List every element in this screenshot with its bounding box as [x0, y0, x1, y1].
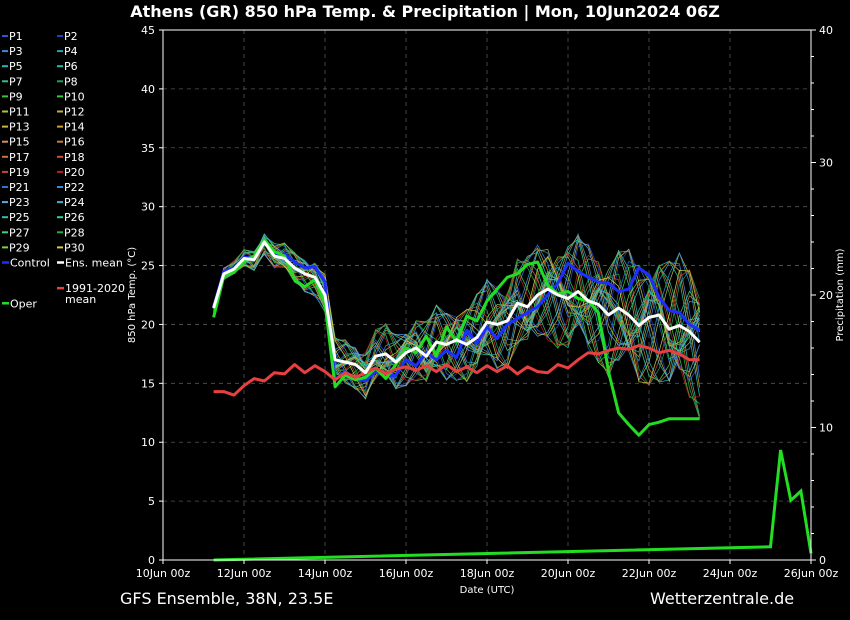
legend-label: Ens. mean: [65, 257, 123, 270]
footer-source: Wetterzentrale.de: [650, 589, 795, 608]
legend-label: P11: [9, 106, 30, 119]
y-tick-label: 35: [141, 142, 155, 155]
y-axis-label: 850 hPa Temp. (°C): [127, 247, 138, 343]
x-tick-label: 16Jun 00z: [379, 567, 434, 580]
member-line: [213, 236, 700, 384]
series-line-ens-mean: [212, 240, 701, 375]
member-line: [213, 238, 700, 389]
series-line-1991-2020-mean: [213, 344, 700, 397]
series-line-oper: [212, 238, 700, 437]
y2-tick-label: 30: [819, 157, 833, 170]
legend-label: P20: [64, 166, 85, 179]
y-tick-label: 0: [148, 554, 155, 567]
legend-label: P9: [9, 90, 23, 103]
x-tick-label: 22Jun 00z: [622, 567, 677, 580]
legend-label: P16: [64, 136, 85, 149]
y2-tick-label: 20: [819, 289, 833, 302]
x-tick-label: 18Jun 00z: [460, 567, 515, 580]
legend-label: P12: [64, 106, 85, 119]
legend-label: P17: [9, 151, 30, 164]
x-tick-label: 24Jun 00z: [703, 567, 758, 580]
legend-label: P8: [64, 75, 78, 88]
y-tick-label: 30: [141, 201, 155, 214]
precip-line-oper: [213, 449, 813, 562]
y-tick-label: 5: [148, 495, 155, 508]
x-tick-label: 26Jun 00z: [784, 567, 839, 580]
legend-label: P21: [9, 181, 30, 194]
y2-tick-label: 10: [819, 422, 833, 435]
legend-label: P3: [9, 45, 23, 58]
y-tick-label: 20: [141, 318, 155, 331]
legend-label: P1: [9, 30, 23, 43]
legend-label: P27: [9, 226, 30, 239]
legend-label: P26: [64, 211, 85, 224]
legend-label: P7: [9, 75, 23, 88]
legend-label: Control: [10, 257, 50, 270]
member-line: [213, 242, 700, 383]
legend-label: P15: [9, 136, 30, 149]
member-line: [213, 237, 700, 399]
legend-label: P6: [64, 60, 78, 73]
legend-label: P2: [64, 30, 78, 43]
y2-tick-label: 0: [819, 554, 826, 567]
legend-label-cont: mean: [65, 293, 96, 306]
legend-label: P24: [64, 196, 85, 209]
y-tick-label: 15: [141, 377, 155, 390]
legend: P1 P2 P3 P4 P5 P6 P7 P8 P9 P10 P11 P12 P13 P14 P15 P16 P…: [2, 30, 125, 310]
footer-model-info: GFS Ensemble, 38N, 23.5E: [120, 589, 334, 608]
legend-label: P5: [9, 60, 23, 73]
x-tick-label: 20Jun 00z: [541, 567, 596, 580]
y-tick-label: 10: [141, 436, 155, 449]
y2-axis-label: Precipitation (mm): [835, 248, 846, 341]
legend-label: Oper: [10, 297, 37, 310]
legend-label: P30: [64, 241, 85, 254]
legend-label: P14: [64, 121, 85, 134]
legend-label: 1991-2020: [65, 282, 125, 295]
legend-label: P13: [9, 121, 30, 134]
legend-label: P22: [64, 181, 85, 194]
x-tick-label: 12Jun 00z: [217, 567, 272, 580]
y-tick-label: 45: [141, 24, 155, 37]
legend-label: P10: [64, 90, 85, 103]
legend-label: P19: [9, 166, 30, 179]
x-tick-label: 10Jun 00z: [136, 567, 191, 580]
legend-label: P25: [9, 211, 30, 224]
series-lines: [212, 238, 813, 562]
legend-label: P28: [64, 226, 85, 239]
x-axis-label: Date (UTC): [460, 585, 515, 596]
chart-title: Athens (GR) 850 hPa Temp. & Precipitatio…: [130, 2, 720, 21]
legend-label: P29: [9, 241, 30, 254]
grid: [162, 29, 812, 561]
legend-label: P18: [64, 151, 85, 164]
y2-tick-label: 40: [819, 24, 833, 37]
legend-label: P4: [64, 45, 78, 58]
y-tick-label: 25: [141, 260, 155, 273]
y-tick-label: 40: [141, 83, 155, 96]
series-line-control: [212, 238, 701, 383]
axes: 0 5 10 15 20 25 30 35 40 45 0 10 20 30 40 10Jun 00z 12Ju…: [127, 24, 846, 596]
x-tick-label: 14Jun 00z: [298, 567, 353, 580]
legend-label: P23: [9, 196, 30, 209]
